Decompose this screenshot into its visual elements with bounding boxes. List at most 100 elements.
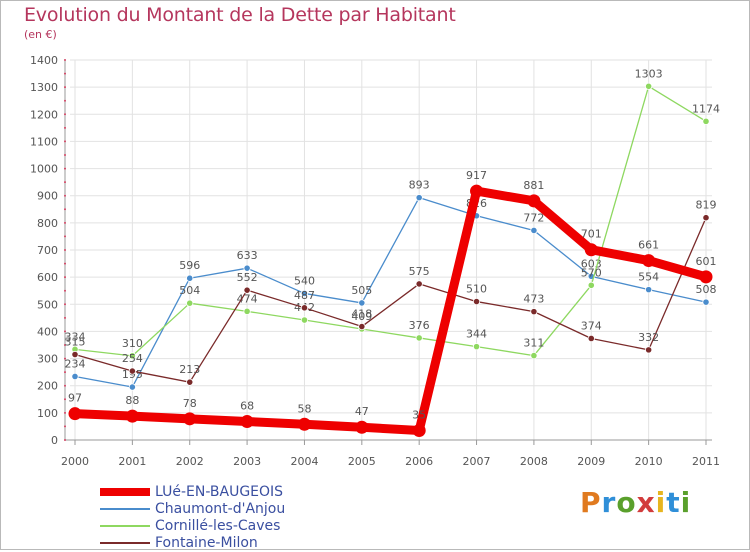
y-axis-dot xyxy=(64,221,66,224)
data-point xyxy=(125,409,139,423)
data-label: 596 xyxy=(179,259,200,272)
data-point xyxy=(415,334,423,342)
data-label: 772 xyxy=(523,211,544,224)
data-label: 334 xyxy=(65,330,86,343)
legend-label: Chaumont-d'Anjou xyxy=(155,501,286,517)
data-point xyxy=(300,304,309,312)
data-label: 893 xyxy=(409,179,430,192)
x-tick-label: 2002 xyxy=(176,455,204,468)
data-label: 487 xyxy=(294,289,315,302)
data-point xyxy=(355,420,369,434)
y-axis-dot xyxy=(64,208,66,211)
data-point xyxy=(587,281,595,289)
y-axis-dot xyxy=(64,72,66,75)
y-axis-dot xyxy=(64,439,66,441)
data-point xyxy=(300,289,309,298)
data-point xyxy=(415,194,423,202)
logo-letter: r xyxy=(601,486,617,519)
y-tick-label: 0 xyxy=(51,434,58,447)
data-point xyxy=(645,286,653,294)
y-axis-dot xyxy=(64,425,66,428)
data-point xyxy=(702,214,710,222)
data-point xyxy=(243,264,251,272)
data-point xyxy=(300,316,309,324)
data-label: 510 xyxy=(466,283,487,296)
logo-letter: P xyxy=(580,486,602,519)
data-point xyxy=(527,194,541,208)
y-tick-label: 1100 xyxy=(30,135,58,148)
y-axis-dot xyxy=(64,357,66,360)
x-tick-label: 2005 xyxy=(348,455,376,468)
data-label: 661 xyxy=(638,239,659,252)
data-point xyxy=(358,299,366,307)
data-point xyxy=(240,415,254,429)
data-label: 310 xyxy=(122,337,143,350)
x-tick-label: 2009 xyxy=(577,455,605,468)
logo-letter: i xyxy=(680,486,692,519)
y-axis-dot xyxy=(64,289,66,292)
y-tick-label: 200 xyxy=(37,380,58,393)
data-label: 819 xyxy=(696,199,717,212)
x-tick-label: 2008 xyxy=(520,455,548,468)
data-label: 97 xyxy=(68,392,82,405)
data-point xyxy=(243,307,251,315)
y-axis-dot xyxy=(64,303,66,306)
data-label: 78 xyxy=(183,397,197,410)
data-label: 508 xyxy=(696,283,717,296)
y-tick-label: 300 xyxy=(37,353,58,366)
x-tick-label: 2010 xyxy=(635,455,663,468)
y-tick-label: 1000 xyxy=(30,163,58,176)
y-tick-label: 700 xyxy=(37,244,58,257)
data-point xyxy=(71,372,79,381)
data-label: 601 xyxy=(696,255,717,268)
x-tick-label: 2000 xyxy=(61,455,89,468)
data-point xyxy=(358,322,366,331)
data-label: 409 xyxy=(351,310,372,323)
data-label: 344 xyxy=(466,328,487,341)
data-label: 474 xyxy=(237,292,258,305)
data-point xyxy=(186,299,194,307)
y-axis-dot xyxy=(64,181,66,184)
data-point xyxy=(530,351,538,360)
data-label: 47 xyxy=(355,405,369,418)
data-label: 570 xyxy=(581,266,602,279)
y-axis-dot xyxy=(64,154,66,156)
proxiti-logo: Proxiti xyxy=(580,486,691,519)
y-axis-dot xyxy=(64,113,66,116)
data-point xyxy=(702,298,710,306)
y-axis-dot xyxy=(64,330,66,333)
data-label: 332 xyxy=(638,331,659,344)
data-label: 1303 xyxy=(635,67,663,80)
data-label: 552 xyxy=(237,271,258,284)
data-point xyxy=(128,383,136,391)
x-tick-label: 2004 xyxy=(290,455,318,468)
y-tick-label: 1200 xyxy=(30,108,58,121)
data-label: 35 xyxy=(412,409,426,422)
y-axis-dot xyxy=(64,344,66,346)
data-point xyxy=(472,343,481,351)
legend-label: Fontaine-Milon xyxy=(155,535,258,551)
x-tick-label: 2003 xyxy=(233,455,261,468)
data-point xyxy=(587,334,595,343)
logo-letter: t xyxy=(666,486,681,519)
data-point xyxy=(645,82,653,90)
data-label: 1174 xyxy=(692,102,720,115)
data-label: 575 xyxy=(409,265,430,278)
data-point xyxy=(472,297,481,306)
y-axis-dot xyxy=(64,316,66,319)
data-point xyxy=(243,286,251,294)
y-axis-dot xyxy=(64,140,66,143)
y-tick-label: 1300 xyxy=(30,81,58,94)
data-point xyxy=(470,184,484,198)
data-point xyxy=(645,346,653,354)
x-tick-label: 2007 xyxy=(463,455,491,468)
data-point xyxy=(128,352,136,360)
data-label: 881 xyxy=(523,179,544,192)
data-point xyxy=(702,117,710,125)
data-label: 504 xyxy=(179,284,200,297)
data-label: 213 xyxy=(179,363,200,376)
data-label: 505 xyxy=(351,284,372,297)
logo-letter: i xyxy=(655,486,667,519)
y-axis-dot xyxy=(64,371,66,374)
data-point xyxy=(297,417,311,431)
